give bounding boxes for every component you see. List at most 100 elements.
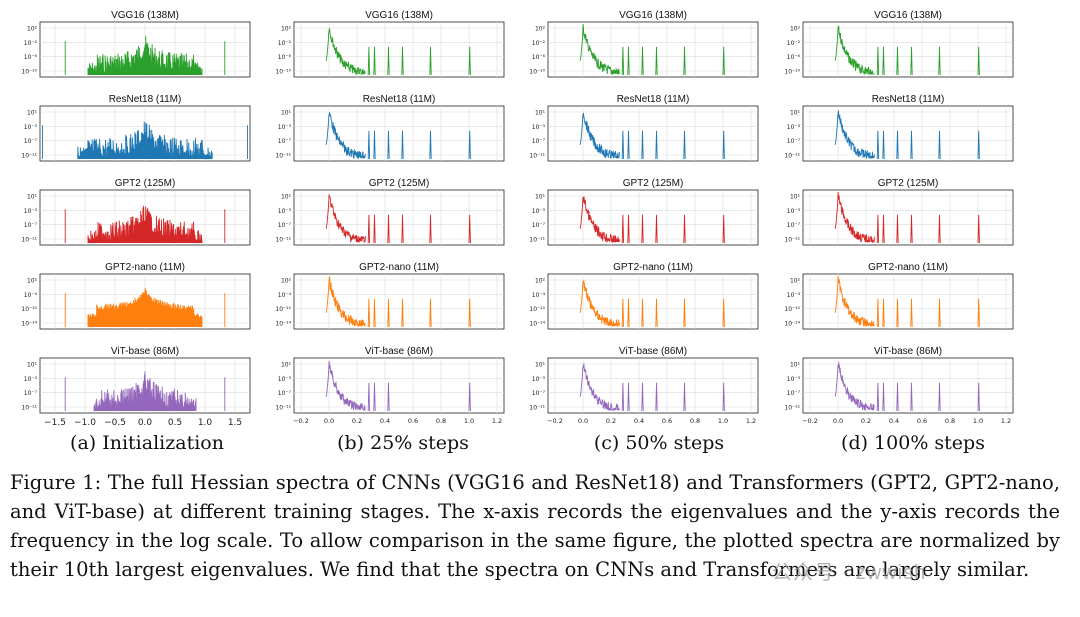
x-tick-label: 1.2 <box>1001 417 1011 425</box>
panel-3-3: GPT2-nano (11M) 10² 10⁻⁴ 10⁻¹⁰ 10⁻¹⁴ <box>784 262 1014 330</box>
y-tick-label: 10⁻¹¹ <box>784 405 800 412</box>
y-tick-label: 10⁻² <box>787 40 801 47</box>
y-tick-label: 10⁻⁶ <box>532 54 546 61</box>
y-tick-label: 10⁻⁷ <box>532 390 546 397</box>
subcaption-c: (c) 50% steps <box>593 432 725 454</box>
panel-title: ResNet18 (11M) <box>872 94 945 105</box>
y-tick-label: 10⁻¹⁰ <box>21 306 37 313</box>
panel-4-0: ViT-base (86M) 10¹ 10⁻³ 10⁻⁷ 10⁻¹¹ −1.5 −1.0 −0… <box>21 346 251 428</box>
y-tick-label: 10⁻² <box>24 40 38 47</box>
spectrum-curve <box>834 191 980 244</box>
y-tick-label: 10⁻⁷ <box>787 138 801 145</box>
y-tick-label: 10² <box>281 278 292 285</box>
panel-1-3: ResNet18 (11M) 10¹ 10⁻³ 10⁻⁷ 10⁻¹¹ <box>784 94 1014 162</box>
y-tick-label: 10² <box>790 278 801 285</box>
spectrum-curve <box>579 24 725 76</box>
y-tick-label: 10¹ <box>535 194 546 201</box>
y-tick-label: 10⁻³ <box>532 208 546 215</box>
y-tick-label: 10⁻¹¹ <box>529 153 545 160</box>
spectrum-curve <box>579 279 725 328</box>
y-tick-label: 10⁻⁶ <box>278 54 292 61</box>
spectrum-curve <box>579 363 725 412</box>
y-tick-label: 10¹ <box>281 194 292 201</box>
panel-title: ViT-base (86M) <box>619 346 687 357</box>
spectrum-curve <box>579 196 725 244</box>
y-tick-label: 10¹ <box>535 362 546 369</box>
panel-title: GPT2-nano (11M) <box>105 262 185 273</box>
x-tick-label: 0.0 <box>578 417 588 425</box>
panel-title: GPT2 (125M) <box>878 178 939 189</box>
x-tick-label: 1.2 <box>746 417 756 425</box>
y-tick-label: 10⁻¹⁰ <box>784 69 800 76</box>
y-tick-label: 10² <box>27 278 38 285</box>
x-tick-label: 0.0 <box>138 418 153 428</box>
subcaption-d: (d) 100% steps <box>841 432 985 454</box>
spectrum-curve <box>325 360 471 412</box>
y-tick-label: 10⁻¹¹ <box>529 237 545 244</box>
spectrum-curve <box>64 205 226 244</box>
y-tick-label: 10⁻⁶ <box>24 54 38 61</box>
panel-4-1: ViT-base (86M) 10¹ 10⁻³ 10⁻⁷ 10⁻¹¹−0.2 0.0 0.2… <box>275 346 505 425</box>
y-tick-label: 10⁻⁴ <box>532 292 546 299</box>
y-tick-label: 10⁻³ <box>278 208 292 215</box>
x-tick-label: 0.6 <box>917 417 927 425</box>
y-tick-label: 10⁻² <box>278 40 292 47</box>
y-tick-label: 10⁻⁷ <box>278 138 292 145</box>
y-tick-label: 10¹ <box>790 110 801 117</box>
y-tick-label: 10² <box>790 26 801 33</box>
x-tick-label: 1.0 <box>973 417 983 425</box>
y-tick-label: 10² <box>535 278 546 285</box>
panel-3-1: GPT2-nano (11M) 10² 10⁻⁴ 10⁻¹⁰ 10⁻¹⁴ <box>275 262 505 330</box>
panel-title: GPT2-nano (11M) <box>359 262 439 273</box>
y-tick-label: 10⁻² <box>532 40 546 47</box>
y-tick-label: 10⁻¹¹ <box>21 153 37 160</box>
y-tick-label: 10¹ <box>790 362 801 369</box>
spectrum-curve <box>325 28 471 76</box>
panel-title: ResNet18 (11M) <box>109 94 182 105</box>
y-tick-label: 10⁻¹¹ <box>784 153 800 160</box>
panel-0-0: VGG16 (138M) 10² 10⁻² 10⁻⁶ 10⁻¹⁰ <box>21 10 251 78</box>
y-tick-label: 10¹ <box>281 362 292 369</box>
x-tick-label: 0.2 <box>861 417 871 425</box>
x-tick-label: 0.2 <box>352 417 362 425</box>
panel-2-1: GPT2 (125M) 10¹ 10⁻³ 10⁻⁷ 10⁻¹¹ <box>275 178 505 246</box>
y-tick-label: 10⁻⁴ <box>787 292 801 299</box>
panel-title: VGG16 (138M) <box>619 10 687 21</box>
y-tick-label: 10⁻¹¹ <box>21 237 37 244</box>
subcaption-a: (a) Initialization <box>70 432 224 454</box>
y-tick-label: 10⁻⁷ <box>787 390 801 397</box>
panel-2-2: GPT2 (125M) 10¹ 10⁻³ 10⁻⁷ 10⁻¹¹ <box>529 178 759 246</box>
spectrum-curve <box>42 121 248 160</box>
y-tick-label: 10⁻¹¹ <box>21 405 37 412</box>
y-tick-label: 10⁻¹⁴ <box>529 321 545 328</box>
y-tick-label: 10⁻³ <box>278 124 292 131</box>
y-tick-label: 10⁻³ <box>787 124 801 131</box>
x-tick-label: 0.4 <box>634 417 644 425</box>
y-tick-label: 10⁻³ <box>24 124 38 131</box>
y-tick-label: 10⁻³ <box>532 124 546 131</box>
panel-2-3: GPT2 (125M) 10¹ 10⁻³ 10⁻⁷ 10⁻¹¹ <box>784 178 1014 246</box>
y-tick-label: 10⁻⁷ <box>24 222 38 229</box>
panel-3-2: GPT2-nano (11M) 10² 10⁻⁴ 10⁻¹⁰ 10⁻¹⁴ <box>529 262 759 330</box>
y-tick-label: 10² <box>281 26 292 33</box>
x-tick-label: 0.5 <box>168 418 182 428</box>
x-tick-label: 1.5 <box>228 418 242 428</box>
y-tick-label: 10⁻¹¹ <box>529 405 545 412</box>
x-tick-label: 0.8 <box>436 417 446 425</box>
spectrum-curve <box>834 362 980 412</box>
y-tick-label: 10⁻⁷ <box>278 390 292 397</box>
y-tick-label: 10⁻⁷ <box>787 222 801 229</box>
x-tick-label: −1.0 <box>74 418 96 428</box>
y-tick-label: 10¹ <box>27 110 38 117</box>
y-tick-label: 10¹ <box>27 362 38 369</box>
panel-title: GPT2 (125M) <box>369 178 430 189</box>
panel-0-3: VGG16 (138M) 10² 10⁻² 10⁻⁶ 10⁻¹⁰ <box>784 10 1014 78</box>
panel-title: ResNet18 (11M) <box>363 94 436 105</box>
y-tick-label: 10¹ <box>535 110 546 117</box>
spectrum-curve <box>834 275 980 328</box>
y-tick-label: 10⁻¹⁰ <box>529 306 545 313</box>
panel-title: GPT2 (125M) <box>115 178 176 189</box>
spectrum-curve <box>325 194 471 244</box>
panel-title: ViT-base (86M) <box>365 346 433 357</box>
y-tick-label: 10⁻¹⁴ <box>275 321 291 328</box>
